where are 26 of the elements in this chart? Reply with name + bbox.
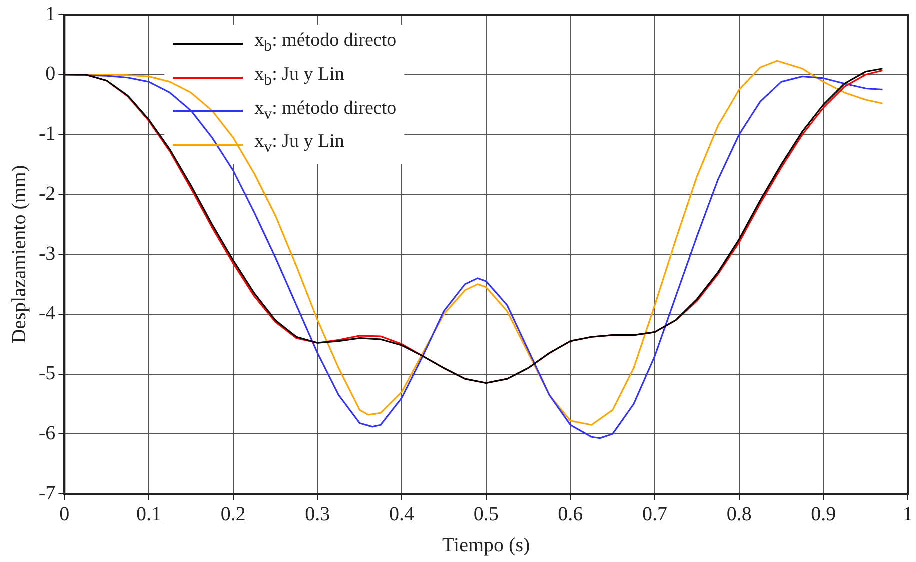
y-tick-label: -6 — [38, 422, 56, 444]
x-tick-label: 0 — [60, 503, 70, 526]
y-tick-label: -7 — [38, 482, 56, 504]
x-tick-label: 0.4 — [389, 503, 414, 526]
x-tick-label: 0.2 — [220, 503, 246, 526]
x-tick-label: 0.7 — [642, 503, 668, 526]
y-tick-label: 0 — [46, 63, 56, 86]
y-tick-label: 1 — [46, 3, 56, 26]
y-axis-title: Desplazamiento (mm) — [8, 165, 30, 344]
legend-label: x$_{b}$: Ju y Lin — [254, 62, 344, 91]
x-tick-label: 0.6 — [558, 503, 584, 526]
x-tick-label: 1 — [903, 503, 913, 526]
y-tick-label: -4 — [38, 302, 56, 325]
y-tick-label: -2 — [38, 182, 56, 205]
legend-label: x$_{b}$: método directo — [254, 29, 397, 57]
x-tick-label: 0.8 — [726, 503, 752, 526]
legend-label: x$_{v}$: Ju y Lin — [254, 130, 344, 158]
x-tick-label: 0.3 — [305, 503, 330, 526]
y-tick-label: -5 — [38, 362, 56, 384]
x-axis-title: Tiempo (s) — [442, 534, 530, 556]
x-tick-label: 0.5 — [474, 503, 499, 526]
y-tick-label: -1 — [38, 123, 56, 145]
x-tick-label: 0.1 — [136, 503, 162, 526]
legend-label: x$_{v}$: método directo — [254, 96, 397, 124]
x-tick-label: 0.9 — [811, 503, 836, 526]
y-tick-label: -3 — [38, 242, 56, 265]
